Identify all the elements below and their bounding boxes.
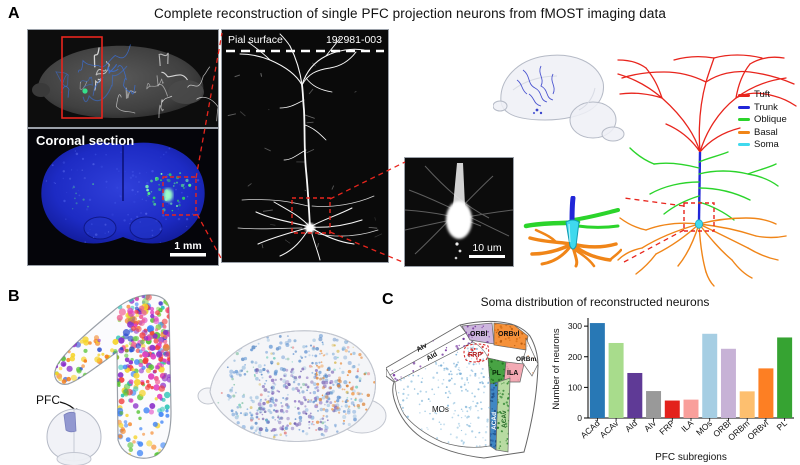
figure-title: Complete reconstruction of single PFC pr… bbox=[154, 6, 666, 21]
y-axis-label: Number of neurons bbox=[551, 328, 562, 410]
x-tick-label: FRP bbox=[657, 418, 677, 437]
map-label-aid: AId bbox=[426, 351, 439, 363]
bar-PL bbox=[777, 337, 793, 418]
legend-marker bbox=[738, 130, 750, 134]
legend-item-tuft: Tuft bbox=[738, 89, 798, 101]
y-tick-label: 300 bbox=[568, 321, 582, 331]
dendrite-legend: Tuft Trunk Oblique Basal Soma bbox=[738, 89, 798, 151]
pfc-flatmap-colored-somata bbox=[54, 294, 172, 459]
bar-AIv bbox=[646, 391, 662, 418]
whole-brain-fluorescence-image bbox=[27, 29, 219, 128]
bar-FRP bbox=[664, 400, 680, 418]
map-label-orbm: ORBm bbox=[516, 356, 536, 363]
soma-scale-bar bbox=[469, 255, 505, 258]
x-tick-label: MOs bbox=[694, 418, 714, 437]
coronal-scale-bar bbox=[170, 253, 206, 257]
map-label-orbvl: ORBvl bbox=[498, 331, 519, 338]
pial-surface-neuron-image: Pial surface 192981-003 bbox=[221, 29, 389, 263]
legend-item-trunk: Trunk bbox=[738, 101, 798, 113]
legend-item-oblique: Oblique bbox=[738, 114, 798, 126]
soma-marker bbox=[695, 219, 704, 229]
x-axis-label: PFC subregions bbox=[655, 452, 727, 463]
x-tick-label: PL bbox=[775, 418, 790, 433]
panel-label-c: C bbox=[382, 291, 394, 308]
panel-label-b: B bbox=[8, 288, 20, 305]
legend-marker bbox=[738, 93, 750, 97]
bar-ORBl bbox=[720, 348, 736, 418]
pfc-subregion-map: AIv AId ORBl ORBvl FRP ORBm PL ILA MOs A… bbox=[386, 320, 539, 459]
x-tick-label: AId bbox=[623, 418, 639, 434]
map-label-orbl: ORBl bbox=[470, 331, 488, 338]
bar-AId bbox=[627, 372, 643, 418]
legend-marker bbox=[738, 143, 750, 147]
legend-label: Oblique bbox=[754, 114, 787, 126]
map-label-frp: FRP bbox=[468, 352, 482, 359]
coronal-scale-label: 1 mm bbox=[174, 240, 201, 252]
x-tick-label: ORBm bbox=[726, 418, 752, 442]
panel-c-title: Soma distribution of reconstructed neuro… bbox=[480, 295, 710, 309]
x-tick-label: ACAv bbox=[598, 418, 621, 440]
coronal-section-image: Coronal section 1 mm bbox=[27, 128, 219, 266]
map-label-mos: MOs bbox=[432, 405, 449, 414]
soma-scale-label: 10 um bbox=[472, 242, 501, 254]
bar-ORBvl bbox=[758, 368, 774, 418]
bar-MOs bbox=[702, 333, 718, 418]
bar-ACAv bbox=[608, 342, 624, 418]
panel-label-a: A bbox=[8, 5, 20, 22]
y-tick-label: 100 bbox=[568, 382, 582, 392]
map-label-pl: PL bbox=[492, 370, 502, 377]
neuron-id-label: 192981-003 bbox=[326, 34, 382, 46]
legend-label: Tuft bbox=[754, 89, 771, 101]
legend-label: Basal bbox=[754, 126, 778, 138]
soma-zoom-image: 10 um bbox=[404, 157, 514, 267]
x-tick-label: ACAd bbox=[578, 418, 601, 440]
whole-brain-all-arbors bbox=[197, 330, 387, 442]
bar-ILA bbox=[683, 399, 699, 418]
bar-ORBm bbox=[739, 391, 755, 418]
x-tick-label: ORBvl bbox=[745, 418, 770, 442]
pial-surface-label: Pial surface bbox=[228, 34, 283, 46]
bar-ACAd bbox=[589, 323, 605, 418]
legend-item-basal: Basal bbox=[738, 126, 798, 138]
legend-label: Trunk bbox=[754, 101, 778, 113]
y-tick-label: 200 bbox=[568, 352, 582, 362]
legend-marker bbox=[738, 106, 750, 110]
front-view-brain-inset bbox=[46, 408, 102, 465]
x-tick-label: ILA bbox=[679, 418, 695, 434]
x-tick-label: AIv bbox=[642, 418, 658, 434]
legend-marker bbox=[738, 118, 750, 122]
map-label-acad: ACAd bbox=[491, 412, 498, 430]
coronal-label: Coronal section bbox=[36, 133, 134, 148]
pfc-label: PFC bbox=[36, 393, 60, 407]
soma-3d-reconstruction bbox=[523, 196, 622, 268]
map-label-aiv: AIv bbox=[416, 342, 429, 354]
pfc-region-highlight bbox=[63, 411, 77, 433]
whole-brain-axon-inset bbox=[493, 54, 625, 142]
y-tick-label: 0 bbox=[577, 413, 582, 423]
dendrite-reconstruction bbox=[617, 54, 797, 287]
legend-item-soma: Soma bbox=[738, 139, 798, 151]
map-label-acav: ACAv bbox=[501, 410, 508, 428]
legend-label: Soma bbox=[754, 139, 779, 150]
map-label-ila: ILA bbox=[507, 370, 518, 377]
